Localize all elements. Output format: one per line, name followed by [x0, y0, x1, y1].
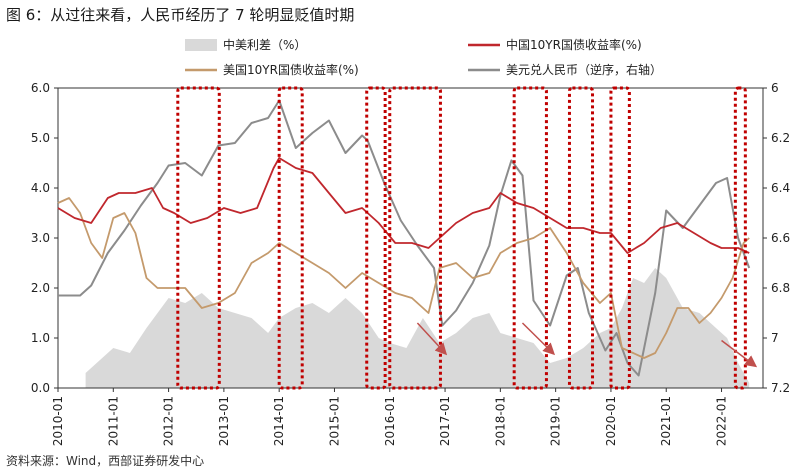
legend-label-1: 中国10YR国债收益率(%): [506, 37, 642, 52]
x-tick-label: 2022-01: [715, 396, 729, 446]
y-left-tick-label: 0.0: [31, 381, 50, 395]
depreciation-box-8: [733, 86, 747, 390]
y-right-tick-label: 6.6: [771, 231, 790, 245]
y-left-tick-label: 5.0: [31, 131, 50, 145]
y-right-tick-label: 6.4: [771, 181, 790, 195]
y-right-tick-label: 7: [771, 331, 779, 345]
series-area-spread: [85, 268, 750, 388]
x-tick-label: 2018-01: [493, 396, 507, 446]
annotation-arrow-1: [416, 322, 448, 356]
annotation-arrow-3: [721, 339, 758, 368]
x-tick-label: 2012-01: [162, 396, 176, 446]
chart-title: 图 6：从过往来看，人民币经历了 7 轮明显贬值时期: [6, 6, 355, 24]
depreciation-box-6: [567, 86, 595, 390]
series-line-cn10y: [57, 157, 750, 254]
x-tick-label: 2013-01: [217, 396, 231, 446]
x-tick-label: 2017-01: [438, 396, 452, 446]
x-tick-label: 2015-01: [327, 396, 341, 446]
y-left-tick-label: 2.0: [31, 281, 50, 295]
legend-label-3: 美元兑人民币（逆序，右轴）: [506, 62, 662, 77]
chart-axes: 0.0 1.0 2.0 3.0 4.0 5.0 6.0 6 6.2 6.4 6.6 6.8 7 7.2 20…: [31, 81, 790, 446]
chart-source: 资料来源：Wind，西部证券研发中心: [6, 454, 205, 468]
x-tick-label: 2010-01: [51, 396, 65, 446]
y-right-tick-label: 6.2: [771, 131, 790, 145]
x-tick-label: 2019-01: [549, 396, 563, 446]
series-line-usdcny: [58, 99, 751, 377]
depreciation-box-1: [176, 86, 221, 390]
legend-swatch-0: [185, 39, 217, 51]
depreciation-box-2: [277, 86, 304, 390]
series-line-us10y: [57, 197, 750, 359]
x-tick-label: 2014-01: [272, 396, 286, 446]
annotation-arrows-layer: [416, 322, 758, 368]
y-left-tick-label: 6.0: [31, 81, 50, 95]
x-tick-label: 2011-01: [106, 396, 120, 446]
legend-label-2: 美国10YR国债收益率(%): [223, 62, 359, 77]
y-right-tick-label: 6: [771, 81, 779, 95]
x-tick-label: 2016-01: [383, 396, 397, 446]
y-left-tick-label: 4.0: [31, 181, 50, 195]
spread-area-layer: [85, 268, 750, 388]
legend-label-0: 中美利差（%）: [223, 37, 306, 52]
depreciation-box-5: [512, 86, 548, 390]
depreciation-boxes-layer: [176, 86, 747, 390]
y-left-tick-label: 1.0: [31, 331, 50, 345]
x-tick-label: 2020-01: [604, 396, 618, 446]
chart-legend: 中美利差（%） 中国10YR国债收益率(%) 美国10YR国债收益率(%) 美元兑人民…: [185, 37, 662, 77]
depreciation-box-3: [365, 86, 387, 390]
y-right-tick-label: 7.2: [771, 381, 790, 395]
y-left-tick-label: 3.0: [31, 231, 50, 245]
y-right-tick-label: 6.8: [771, 281, 790, 295]
x-tick-label: 2021-01: [659, 396, 673, 446]
series-lines-layer: [57, 99, 751, 377]
annotation-arrow-2: [521, 322, 556, 356]
depreciation-box-7: [609, 86, 631, 390]
